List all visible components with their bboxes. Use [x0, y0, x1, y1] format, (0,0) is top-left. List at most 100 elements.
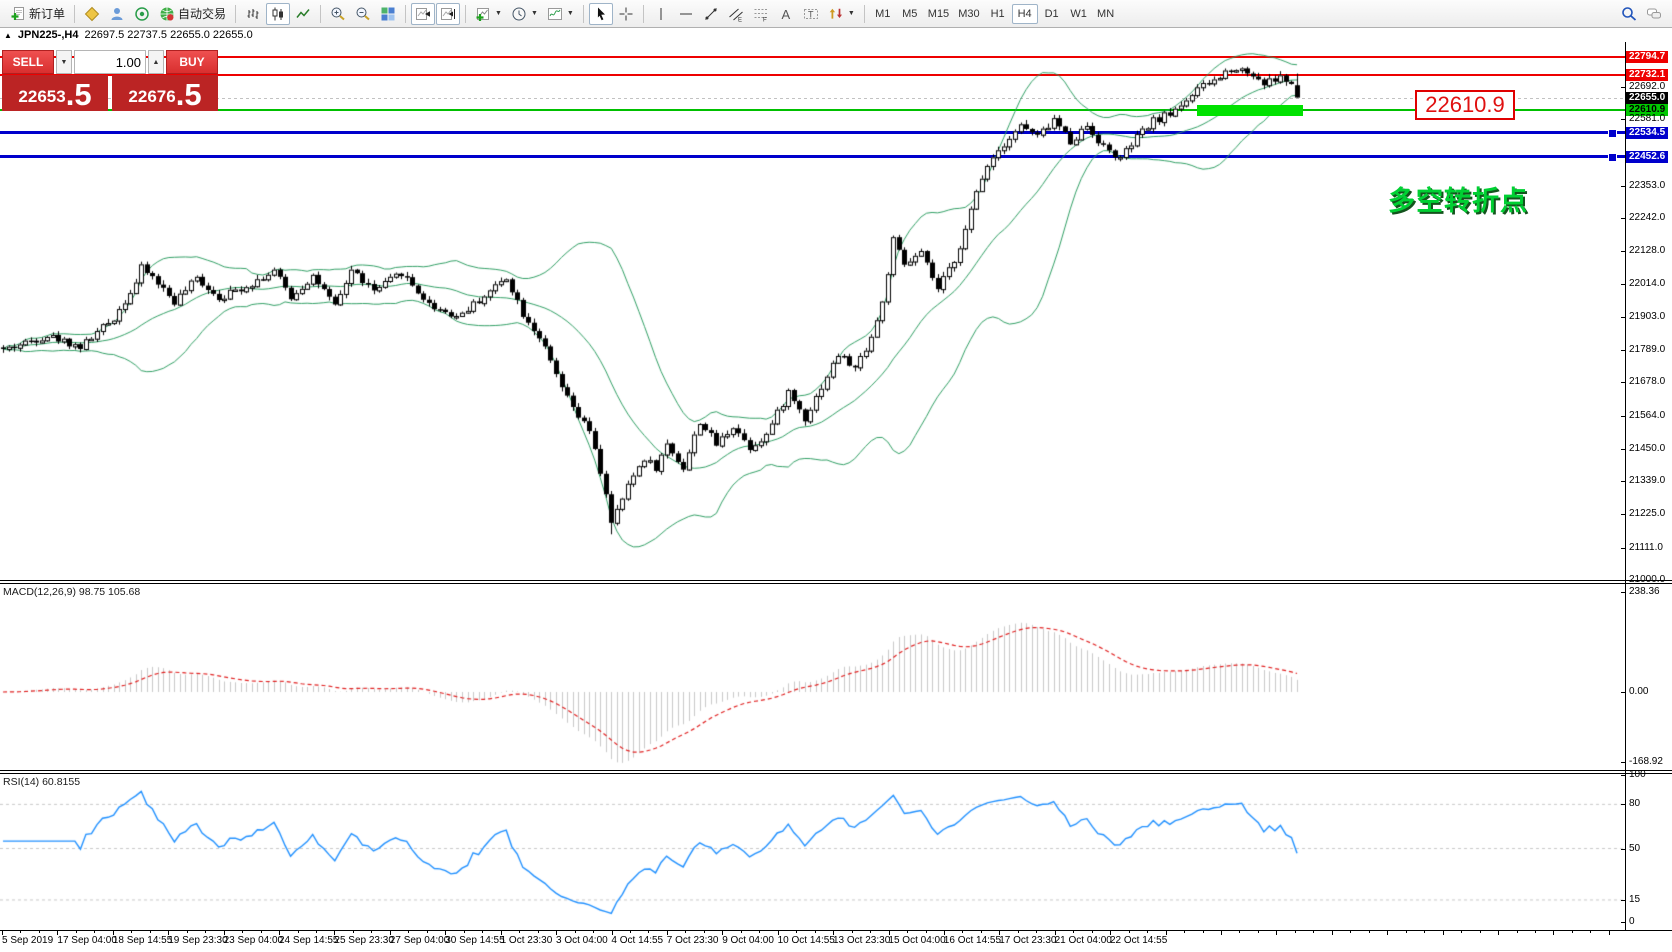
y-axis-tick [1621, 350, 1625, 352]
new-chart-button[interactable]: ▼ [471, 3, 506, 25]
auto-scroll-button[interactable] [411, 2, 436, 25]
volume-decrease-button[interactable]: ▼ [56, 50, 72, 74]
turning-point-annotation[interactable]: 多空转折点 [1388, 186, 1528, 216]
y-axis-tick [1621, 448, 1625, 450]
new-order-button[interactable]: 新订单 [6, 3, 69, 25]
timeframe-h1-button[interactable]: H1 [990, 7, 1005, 20]
x-axis-tick [390, 931, 391, 935]
trendline-icon [703, 6, 719, 22]
y-axis-tick [1621, 284, 1625, 286]
timeframe-m1-button[interactable]: M1 [875, 7, 891, 20]
indicators-button[interactable]: ▼ [543, 3, 578, 25]
line-chart-button[interactable] [291, 3, 315, 25]
x-axis-tick [741, 931, 742, 933]
x-axis-date-label: 16 Oct 14:55 [943, 935, 1002, 946]
toolbar-separator [863, 4, 865, 23]
main-chart-canvas[interactable] [0, 42, 1625, 580]
trendline-button[interactable] [699, 3, 723, 25]
price-level-annotation[interactable]: 22610.9 [1415, 90, 1515, 120]
x-axis-tick [408, 931, 409, 933]
x-axis-date-label: 18 Sep 14:55 [112, 935, 173, 946]
x-axis-tick [1036, 931, 1037, 933]
volume-input[interactable] [74, 50, 146, 74]
x-axis-tick [131, 931, 132, 933]
rsi-axis-label: 0 [1629, 916, 1635, 927]
profiles-button[interactable] [105, 3, 129, 25]
x-axis-tick [1332, 931, 1333, 935]
search-button[interactable] [1617, 3, 1641, 25]
x-axis-tick [1221, 931, 1222, 935]
highlight-zone[interactable] [1197, 105, 1303, 117]
price-axis-line [1625, 42, 1626, 930]
timeframe-m30-button[interactable]: M30 [958, 7, 980, 20]
sell-button[interactable]: SELL [2, 50, 54, 74]
periods-button[interactable]: ▼ [507, 3, 542, 25]
x-axis-tick [889, 931, 890, 935]
volume-increase-button[interactable]: ▲ [148, 50, 164, 74]
y-axis-tick [1621, 382, 1625, 384]
timeframe-m15-button[interactable]: M15 [927, 7, 950, 20]
autotrading-button[interactable]: 自动交易 [155, 3, 230, 25]
horizontal-line-icon [678, 6, 694, 22]
y-axis-tick-label: 21225.0 [1629, 508, 1666, 520]
x-axis-tick [482, 931, 483, 933]
timeframe-d1-button[interactable]: D1 [1044, 7, 1059, 20]
cursor-button[interactable] [588, 2, 613, 25]
symbol-period-label: JPN225-,H4 [17, 29, 79, 41]
zoom-in-button[interactable] [326, 3, 350, 25]
channel-button[interactable]: E [724, 3, 748, 25]
chat-button[interactable] [1642, 3, 1666, 25]
quote-bar: ▲ JPN225-,H4 22697.5 22737.5 22655.0 226… [0, 28, 1672, 42]
market-watch-button[interactable] [80, 3, 104, 25]
x-axis-tick [1110, 931, 1111, 935]
buy-button[interactable]: BUY [166, 50, 218, 74]
timeframe-m5-button[interactable]: M5 [902, 7, 918, 20]
x-axis-tick [999, 931, 1000, 935]
buy-price[interactable]: 22676.5 [112, 75, 218, 111]
time-axis-line [0, 930, 1672, 931]
macd-axis-label: 0.00 [1629, 686, 1649, 697]
crosshair-button[interactable] [614, 3, 638, 25]
x-axis-date-label: 21 Oct 04:00 [1054, 935, 1112, 946]
tile-windows-button[interactable] [376, 3, 400, 25]
macd-pane-separator[interactable] [0, 580, 1672, 581]
collapse-arrow-icon[interactable]: ▲ [4, 30, 12, 40]
sell-price[interactable]: 22653.5 [2, 75, 108, 111]
candlestick-chart-button[interactable] [266, 2, 291, 25]
horizontal-line-button[interactable] [674, 3, 698, 25]
x-axis-tick [501, 931, 502, 935]
rsi-pane-canvas[interactable] [0, 774, 1625, 930]
fibonacci-button[interactable]: F [749, 3, 773, 25]
data-window-button[interactable] [130, 3, 154, 25]
macd-pane-canvas[interactable] [0, 584, 1625, 770]
arrows-icon [828, 6, 844, 22]
x-axis-tick [1572, 931, 1573, 933]
text-button[interactable]: A [774, 3, 798, 25]
y-axis-tick-label: 21000.0 [1629, 574, 1666, 585]
price-badge-22610.9: 22610.9 [1626, 104, 1669, 117]
y-axis-tick-label: 22014.0 [1629, 278, 1666, 290]
x-axis-tick [907, 931, 908, 933]
timeframe-mn-button[interactable]: MN [1097, 7, 1115, 20]
rsi-axis-tick [1621, 848, 1625, 850]
x-axis-tick [242, 931, 243, 933]
rsi-axis-label: 50 [1629, 842, 1641, 854]
x-axis-tick [187, 931, 188, 933]
x-axis-tick [1055, 931, 1056, 935]
x-axis-tick [298, 931, 299, 933]
arrows-button[interactable]: ▼ [824, 3, 859, 25]
vertical-line-button[interactable] [649, 3, 673, 25]
text-label-button[interactable]: T [799, 3, 823, 25]
zoom-out-button[interactable] [351, 3, 375, 25]
rsi-pane-separator[interactable] [0, 770, 1672, 771]
x-axis-tick [39, 931, 40, 933]
timeframe-w1-button[interactable]: W1 [1070, 7, 1087, 20]
bar-chart-button[interactable] [241, 3, 265, 25]
x-axis-tick [1480, 931, 1481, 933]
x-axis-tick [1258, 931, 1259, 933]
macd-axis-label: -168.92 [1629, 756, 1663, 767]
x-axis-date-label: 30 Sep 14:55 [445, 935, 505, 946]
chart-shift-button[interactable] [436, 2, 461, 25]
x-axis-tick [76, 931, 77, 933]
timeframe-h4-button[interactable]: H4 [1011, 3, 1038, 24]
